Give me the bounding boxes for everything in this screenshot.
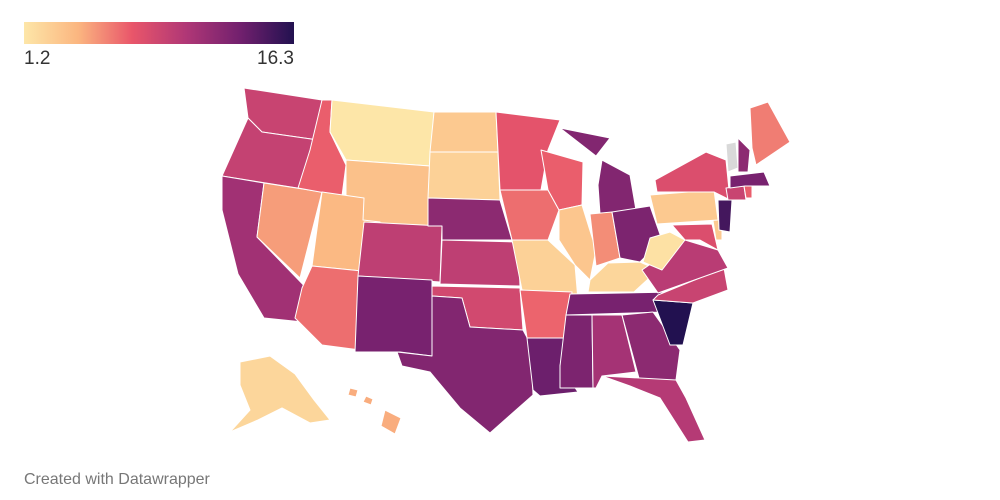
- state-ia[interactable]: [499, 189, 560, 241]
- us-choropleth-map: [221, 87, 791, 443]
- state-tx[interactable]: [396, 295, 534, 434]
- state-mo[interactable]: [511, 239, 579, 301]
- state-nj[interactable]: [717, 199, 733, 233]
- state-vt[interactable]: [725, 141, 739, 173]
- state-ak[interactable]: [229, 355, 331, 433]
- state-ks[interactable]: [439, 239, 521, 287]
- state-ga[interactable]: [621, 311, 681, 383]
- state-md[interactable]: [671, 223, 719, 251]
- state-hi[interactable]: [347, 387, 402, 435]
- state-ms[interactable]: [559, 314, 594, 389]
- state-sd[interactable]: [427, 151, 501, 201]
- state-ct[interactable]: [725, 185, 747, 201]
- state-pa[interactable]: [649, 189, 719, 225]
- state-ma[interactable]: [729, 171, 771, 189]
- state-nd[interactable]: [429, 111, 499, 153]
- state-fl[interactable]: [601, 375, 706, 443]
- legend-labels: 1.2 16.3: [24, 48, 294, 70]
- color-legend: 1.2 16.3: [24, 22, 294, 70]
- legend-gradient-bar: [24, 22, 294, 44]
- credit-line: Created with Datawrapper: [24, 471, 210, 488]
- legend-min-label: 1.2: [24, 48, 51, 69]
- legend-max-label: 16.3: [257, 48, 294, 69]
- state-nh[interactable]: [737, 137, 751, 173]
- state-mt[interactable]: [329, 99, 435, 167]
- state-nm[interactable]: [354, 275, 433, 357]
- state-me[interactable]: [749, 101, 791, 166]
- state-wv[interactable]: [642, 231, 686, 271]
- state-co[interactable]: [357, 221, 443, 283]
- state-ri[interactable]: [743, 185, 753, 199]
